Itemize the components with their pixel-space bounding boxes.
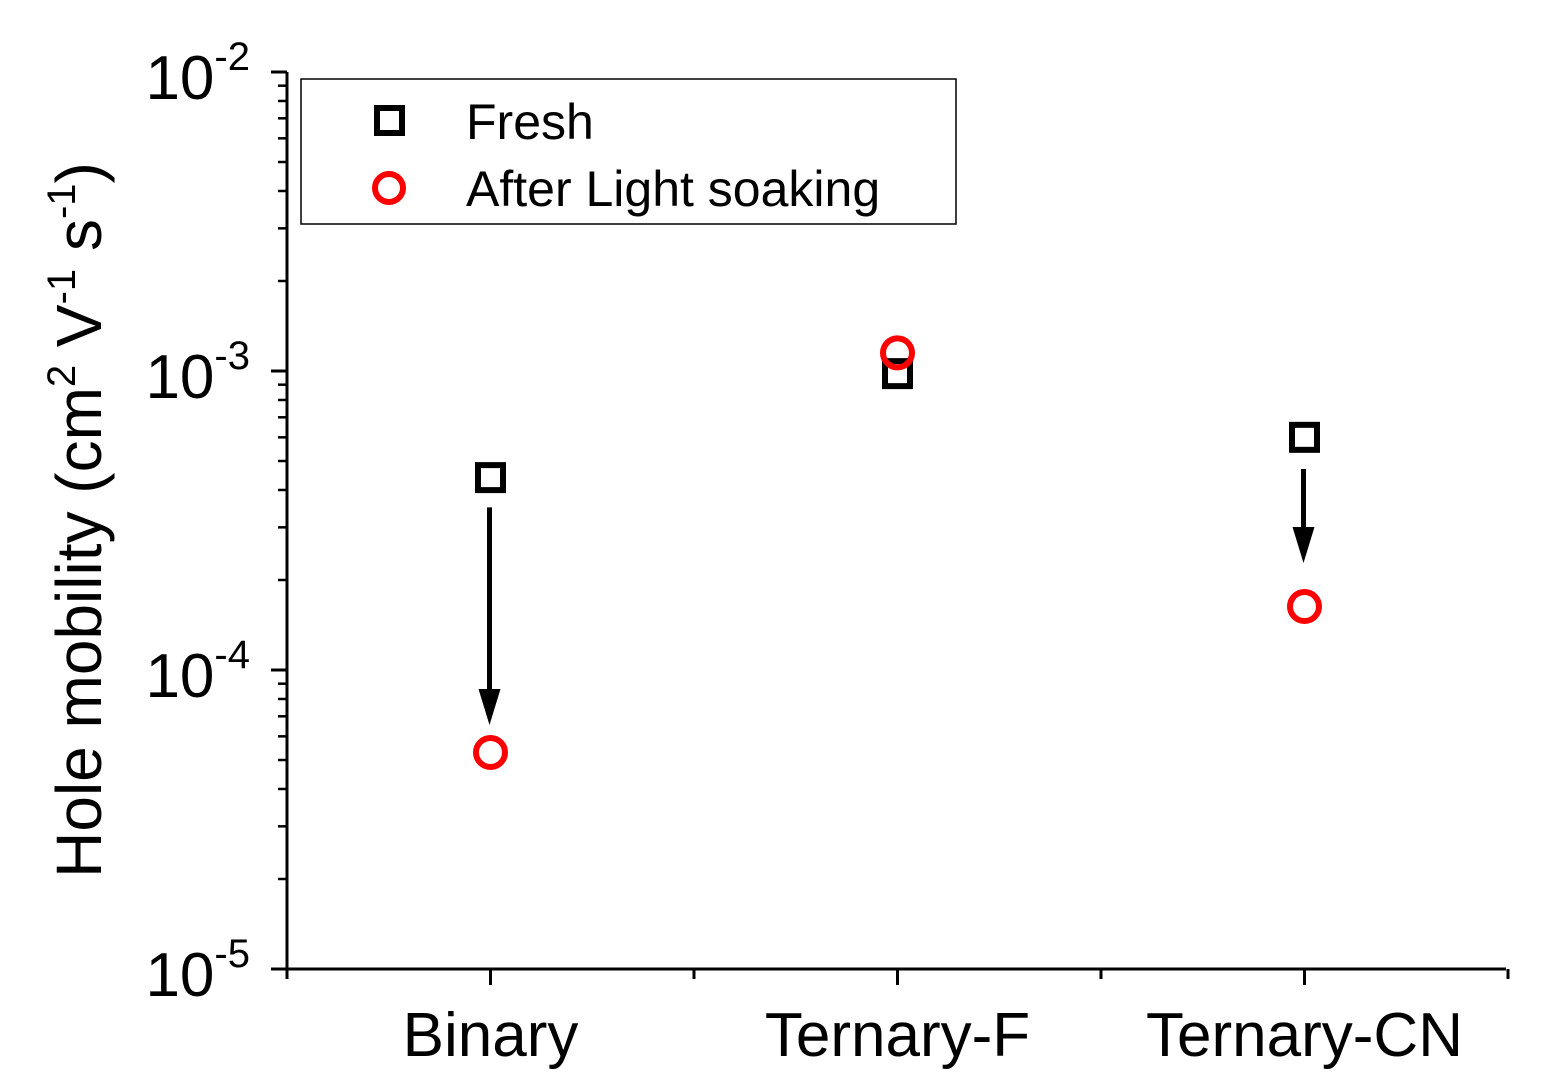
data-points	[473, 335, 1322, 770]
y-ticks: 10-5 10-4 10-3 10-2	[145, 35, 287, 1010]
x-tick-label: Binary	[403, 1001, 579, 1070]
legend-marker-fresh	[374, 105, 405, 136]
y-tick-label: 10-2	[145, 35, 250, 113]
y-tick-label: 10-3	[145, 334, 250, 412]
point-fresh	[475, 462, 506, 494]
point-fresh	[882, 358, 913, 390]
legend-label-after-light-soaking: After Light soaking	[466, 161, 880, 217]
arrow-head	[478, 688, 501, 725]
x-ticks: Binary Ternary-F Ternary-CN	[285, 969, 1510, 1070]
point-after-light-soaking	[880, 335, 915, 371]
x-tick-label: Ternary-F	[765, 1001, 1030, 1070]
point-fresh	[1289, 421, 1320, 453]
point-after-light-soaking	[1287, 589, 1322, 625]
arrow-head	[1292, 526, 1315, 563]
legend-frame	[300, 78, 957, 225]
legend-marker-after-light-soaking	[372, 171, 406, 205]
y-tick-label: 10-4	[145, 633, 250, 711]
point-after-light-soaking	[473, 734, 508, 770]
legend: Fresh After Light soaking	[300, 78, 957, 225]
x-tick-label: Ternary-CN	[1146, 1001, 1463, 1070]
legend-label-fresh: Fresh	[466, 94, 594, 150]
arrow-annotations	[478, 469, 1315, 725]
y-axis-label: Hole mobility (cm2 V-1 s-1)	[40, 162, 115, 878]
y-tick-label: 10-5	[145, 932, 250, 1010]
